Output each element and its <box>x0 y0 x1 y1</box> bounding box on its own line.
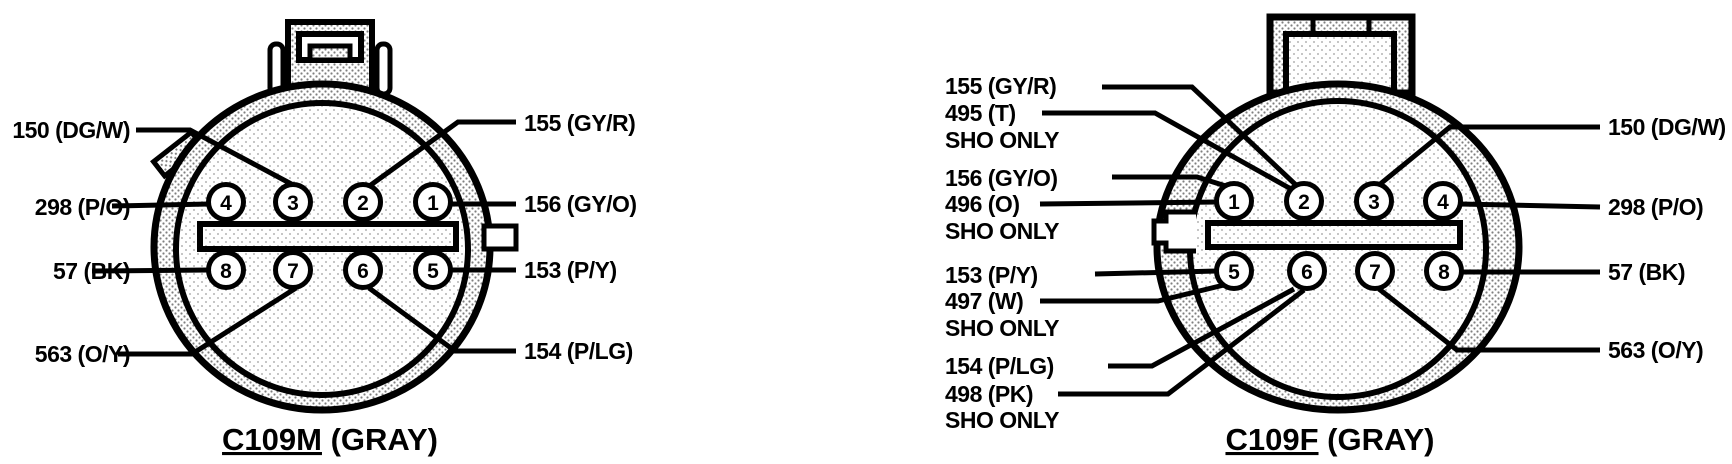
pin-number: 5 <box>1228 261 1240 284</box>
wire-label: 155 (GY/R) <box>945 73 1056 99</box>
pin-5 <box>413 250 453 290</box>
wire-line-154-pin6 <box>1108 286 1296 369</box>
pin-number: 4 <box>1437 191 1449 214</box>
connector-title: C109M (GRAY) <box>222 422 438 457</box>
pin-2 <box>1284 181 1324 221</box>
wire-line-498-pin6 <box>1058 288 1306 397</box>
wire-line-497-pin5 <box>1040 282 1225 304</box>
pin-8 <box>1424 251 1464 291</box>
wire-label: 156 (GY/O) <box>524 191 637 217</box>
wire-lines <box>91 119 516 357</box>
pin-number: 4 <box>220 192 232 215</box>
connector-color-note: (GRAY) <box>1327 422 1434 457</box>
wire-label: 57 (BK) <box>53 258 130 284</box>
wire-label: 154 (P/LG) <box>945 353 1054 379</box>
wire-label-note: SHO ONLY <box>945 127 1059 153</box>
pin-3 <box>273 182 313 222</box>
pin-number: 3 <box>287 192 299 215</box>
pin-1 <box>1214 181 1254 221</box>
pin-8 <box>206 250 246 290</box>
pin-7 <box>1355 251 1395 291</box>
wire-label-note: SHO ONLY <box>945 407 1059 433</box>
pin-cavities: 4 3 2 1 8 7 6 5 <box>206 182 453 290</box>
key-bar <box>1205 220 1463 250</box>
wire-label: 497 (W) <box>945 288 1023 314</box>
pin-2 <box>343 182 383 222</box>
wire-label: 153 (P/Y) <box>524 257 617 283</box>
connector-color <box>322 422 331 457</box>
wire-label-note: SHO ONLY <box>945 315 1059 341</box>
pin-number: 2 <box>1298 191 1310 214</box>
wire-line-156-pin1 <box>1112 174 1230 190</box>
pin-number: 8 <box>1438 261 1450 284</box>
wire-label: 150 (DG/W) <box>12 117 130 143</box>
pin-number: 5 <box>427 260 439 283</box>
pin-cavities: 1 2 3 4 5 6 7 8 <box>1214 181 1464 291</box>
connector-c109f: 1 2 3 4 5 6 7 8 155 (GY/R) 495 (T) SHO O… <box>945 13 1726 457</box>
wire-label: 563 (O/Y) <box>1608 337 1703 363</box>
pin-number: 3 <box>1368 191 1380 214</box>
keying-tab-right <box>481 223 519 252</box>
wire-label: 298 (P/O) <box>1608 194 1703 220</box>
wire-label: 563 (O/Y) <box>35 341 130 367</box>
pin-number: 6 <box>357 260 369 283</box>
pin-number: 6 <box>1301 261 1313 284</box>
pin-5 <box>1214 251 1254 291</box>
wire-lines <box>1039 84 1601 397</box>
connector-id: C109M <box>222 422 322 457</box>
pin-number: 1 <box>1228 191 1240 214</box>
wire-line-563-pin7 <box>118 285 298 357</box>
wire-line-57-pin8 <box>91 267 210 274</box>
connector-c109m: 4 3 2 1 8 7 6 5 150 (DG/W) 298 (P/O) 57 … <box>12 19 637 457</box>
wire-line-298-pin4 <box>1459 201 1601 210</box>
wire-label: 57 (BK) <box>1608 259 1685 285</box>
wire-label-note: SHO ONLY <box>945 218 1059 244</box>
pin-number: 8 <box>220 260 232 283</box>
connector-title: C109F (GRAY) <box>1225 422 1434 457</box>
pin-6 <box>1287 251 1327 291</box>
connector-color-note: (GRAY) <box>331 422 438 457</box>
latch-tower-slot <box>307 43 353 63</box>
pin-number: 2 <box>357 192 369 215</box>
wire-line-150-pin3 <box>136 127 299 190</box>
keying-notch-left <box>1151 209 1196 254</box>
wire-label: 498 (PK) <box>945 381 1033 407</box>
wire-line-153-pin5 <box>1094 268 1218 277</box>
pin-3 <box>1354 181 1394 221</box>
wire-line-298-pin4 <box>111 201 210 209</box>
pin-number: 1 <box>427 192 439 215</box>
wire-line-150-pin3 <box>1377 124 1600 187</box>
wire-label: 153 (P/Y) <box>945 262 1038 288</box>
wire-labels: 150 (DG/W) 298 (P/O) 57 (BK) 563 (O/Y) 1… <box>12 110 637 367</box>
wire-label: 155 (GY/R) <box>524 110 635 136</box>
wire-labels: 155 (GY/R) 495 (T) SHO ONLY 156 (GY/O) 4… <box>945 73 1726 433</box>
latch-prong-right <box>374 41 393 97</box>
key-bar <box>197 221 459 252</box>
pin-7 <box>273 250 313 290</box>
wire-label: 495 (T) <box>945 100 1016 126</box>
wire-line-563-pin7 <box>1377 287 1600 353</box>
wire-label: 156 (GY/O) <box>945 165 1058 191</box>
pin-number: 7 <box>287 260 299 283</box>
wire-line-154-pin6 <box>367 285 516 354</box>
wire-label: 496 (O) <box>945 191 1019 217</box>
pin-number: 7 <box>1369 261 1381 284</box>
pin-6 <box>343 250 383 290</box>
wire-line-496-pin1 <box>1039 199 1218 207</box>
wire-label: 154 (P/LG) <box>524 338 633 364</box>
wire-line-155-pin2 <box>1102 84 1299 188</box>
pin-4 <box>1423 181 1463 221</box>
wire-label: 150 (DG/W) <box>1608 114 1726 140</box>
connector-color <box>1319 422 1328 457</box>
pin-1 <box>413 182 453 222</box>
wire-line-495-pin2 <box>1042 110 1293 192</box>
pin-4 <box>206 182 246 222</box>
wire-line-155-pin2 <box>366 119 516 190</box>
wire-label: 298 (P/O) <box>35 194 130 220</box>
connector-id: C109F <box>1225 422 1318 457</box>
